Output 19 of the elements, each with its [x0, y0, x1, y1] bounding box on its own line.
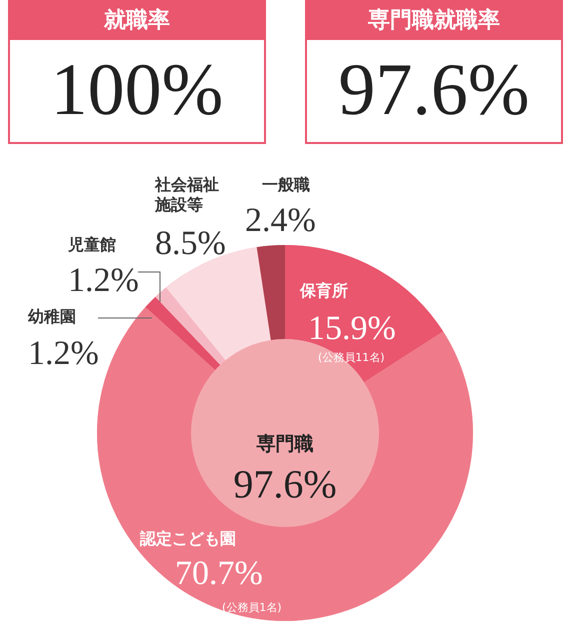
data-label: 15.9% — [308, 310, 396, 347]
data-label: 1.2% — [28, 334, 99, 372]
slice-label: 幼稚園 — [28, 307, 76, 326]
text: 100% — [50, 48, 224, 133]
data-label: 8.5% — [155, 224, 226, 262]
text: 専門職就職率 — [307, 2, 561, 40]
text: 就職率 — [10, 2, 264, 40]
slice-label: 児童館 — [67, 235, 116, 254]
text: 専門職 — [256, 432, 314, 455]
data-label: 70.7% — [175, 554, 263, 592]
slice-label: 保育所 — [299, 281, 348, 300]
data-label: 2.4% — [245, 202, 316, 239]
data-label: 1.2% — [68, 262, 139, 299]
text: 97.6% — [337, 48, 531, 133]
slice-label: 社会福祉施設等 — [154, 175, 219, 214]
slice-label: 認定こども園 — [139, 529, 236, 548]
slice-label: 一般職 — [262, 175, 310, 194]
text: (公務員11名) — [318, 350, 385, 364]
text: 97.6% — [233, 462, 337, 506]
